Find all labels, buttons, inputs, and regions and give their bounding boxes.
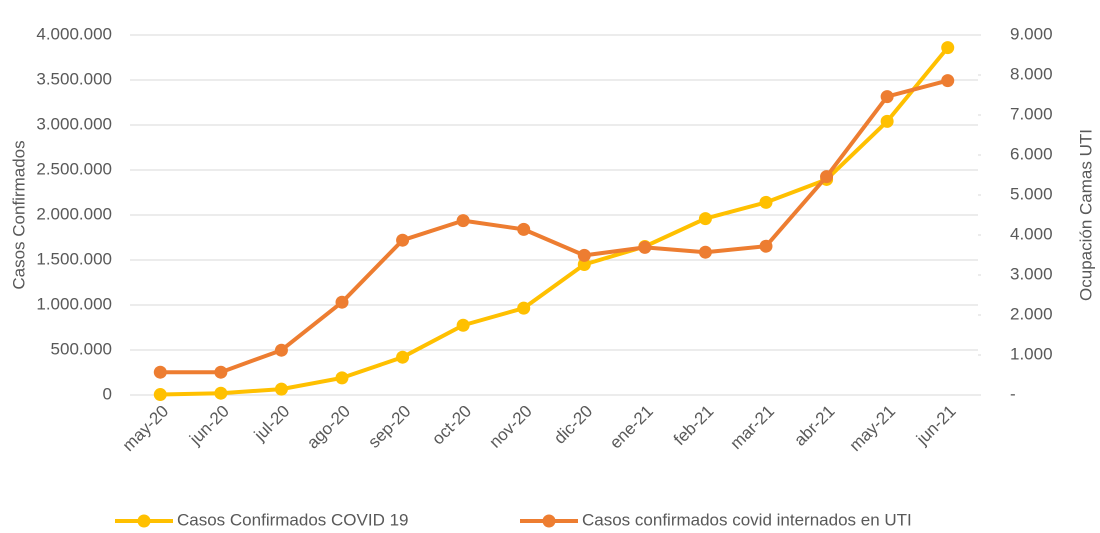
- data-point: [941, 74, 955, 88]
- x-tick-label: oct-20: [428, 402, 475, 449]
- x-tick-label: nov-20: [486, 402, 536, 452]
- y-tick-label: 4.000.000: [36, 24, 112, 43]
- x-tick-label: dic-20: [550, 402, 596, 448]
- data-point: [517, 301, 531, 315]
- legend-marker: [542, 514, 556, 528]
- x-tick-label: mar-21: [726, 402, 778, 454]
- x-tick-label: feb-21: [670, 402, 718, 450]
- x-tick-label: jul-20: [250, 402, 294, 446]
- data-point: [698, 212, 712, 226]
- data-point: [880, 90, 894, 104]
- y-tick-label: 1.500.000: [36, 249, 112, 268]
- y2-tick-label: -: [1010, 384, 1016, 403]
- data-point: [396, 233, 410, 247]
- data-point: [153, 365, 167, 379]
- y2-tick-label: 4.000: [1010, 224, 1053, 243]
- data-point: [335, 295, 349, 309]
- y-tick-label: 1.000.000: [36, 294, 112, 313]
- data-point: [214, 365, 228, 379]
- y-tick-label: 3.500.000: [36, 69, 112, 88]
- y2-tick-label: 2.000: [1010, 304, 1053, 323]
- x-tick-label: jun-21: [912, 402, 960, 450]
- x-tick-label: jun-20: [185, 402, 233, 450]
- data-point: [638, 240, 652, 254]
- data-point: [577, 258, 591, 271]
- y2-tick-label: 7.000: [1010, 104, 1053, 123]
- x-tick-label: abr-21: [790, 402, 838, 450]
- y-tick-label: 3.000.000: [36, 114, 112, 133]
- y2-tick-label: 8.000: [1010, 64, 1053, 83]
- x-tick-label: ene-21: [606, 402, 657, 453]
- x-tick-label: ago-20: [303, 402, 354, 453]
- data-point: [396, 350, 410, 364]
- y-tick-label: 0: [103, 384, 112, 403]
- data-point: [698, 245, 712, 259]
- y2-axis-title: Ocupación Camas UTI: [1076, 129, 1095, 301]
- data-point: [456, 318, 470, 332]
- data-point: [759, 195, 773, 209]
- data-point: [456, 214, 470, 228]
- y2-tick-label: 6.000: [1010, 144, 1053, 163]
- y-tick-label: 2.500.000: [36, 159, 112, 178]
- data-point: [517, 222, 531, 236]
- legend-marker: [137, 514, 151, 528]
- x-tick-label: may-20: [119, 402, 173, 456]
- data-point: [274, 382, 288, 396]
- data-point: [153, 388, 167, 402]
- data-point: [941, 41, 955, 55]
- y2-tick-label: 9.000: [1010, 24, 1053, 43]
- y2-tick-label: 5.000: [1010, 184, 1053, 203]
- x-tick-label: sep-20: [364, 402, 414, 452]
- y-tick-label: 500.000: [51, 339, 112, 358]
- data-point: [577, 248, 591, 262]
- series-line: [160, 46, 950, 397]
- data-point: [759, 239, 773, 253]
- legend-label: Casos confirmados covid internados en UT…: [582, 510, 912, 529]
- x-tick-label: may-21: [846, 402, 900, 456]
- legend-label: Casos Confirmados COVID 19: [177, 510, 408, 529]
- data-point: [214, 386, 228, 400]
- y2-tick-label: 3.000: [1010, 264, 1053, 283]
- y-tick-label: 2.000.000: [36, 204, 112, 223]
- data-point: [335, 371, 349, 385]
- y-axis-title: Casos Confirmados: [9, 140, 28, 289]
- data-point: [274, 343, 288, 357]
- series-line: [160, 78, 949, 375]
- data-point: [880, 114, 894, 128]
- data-point: [820, 170, 834, 184]
- y2-tick-label: 1.000: [1010, 344, 1053, 363]
